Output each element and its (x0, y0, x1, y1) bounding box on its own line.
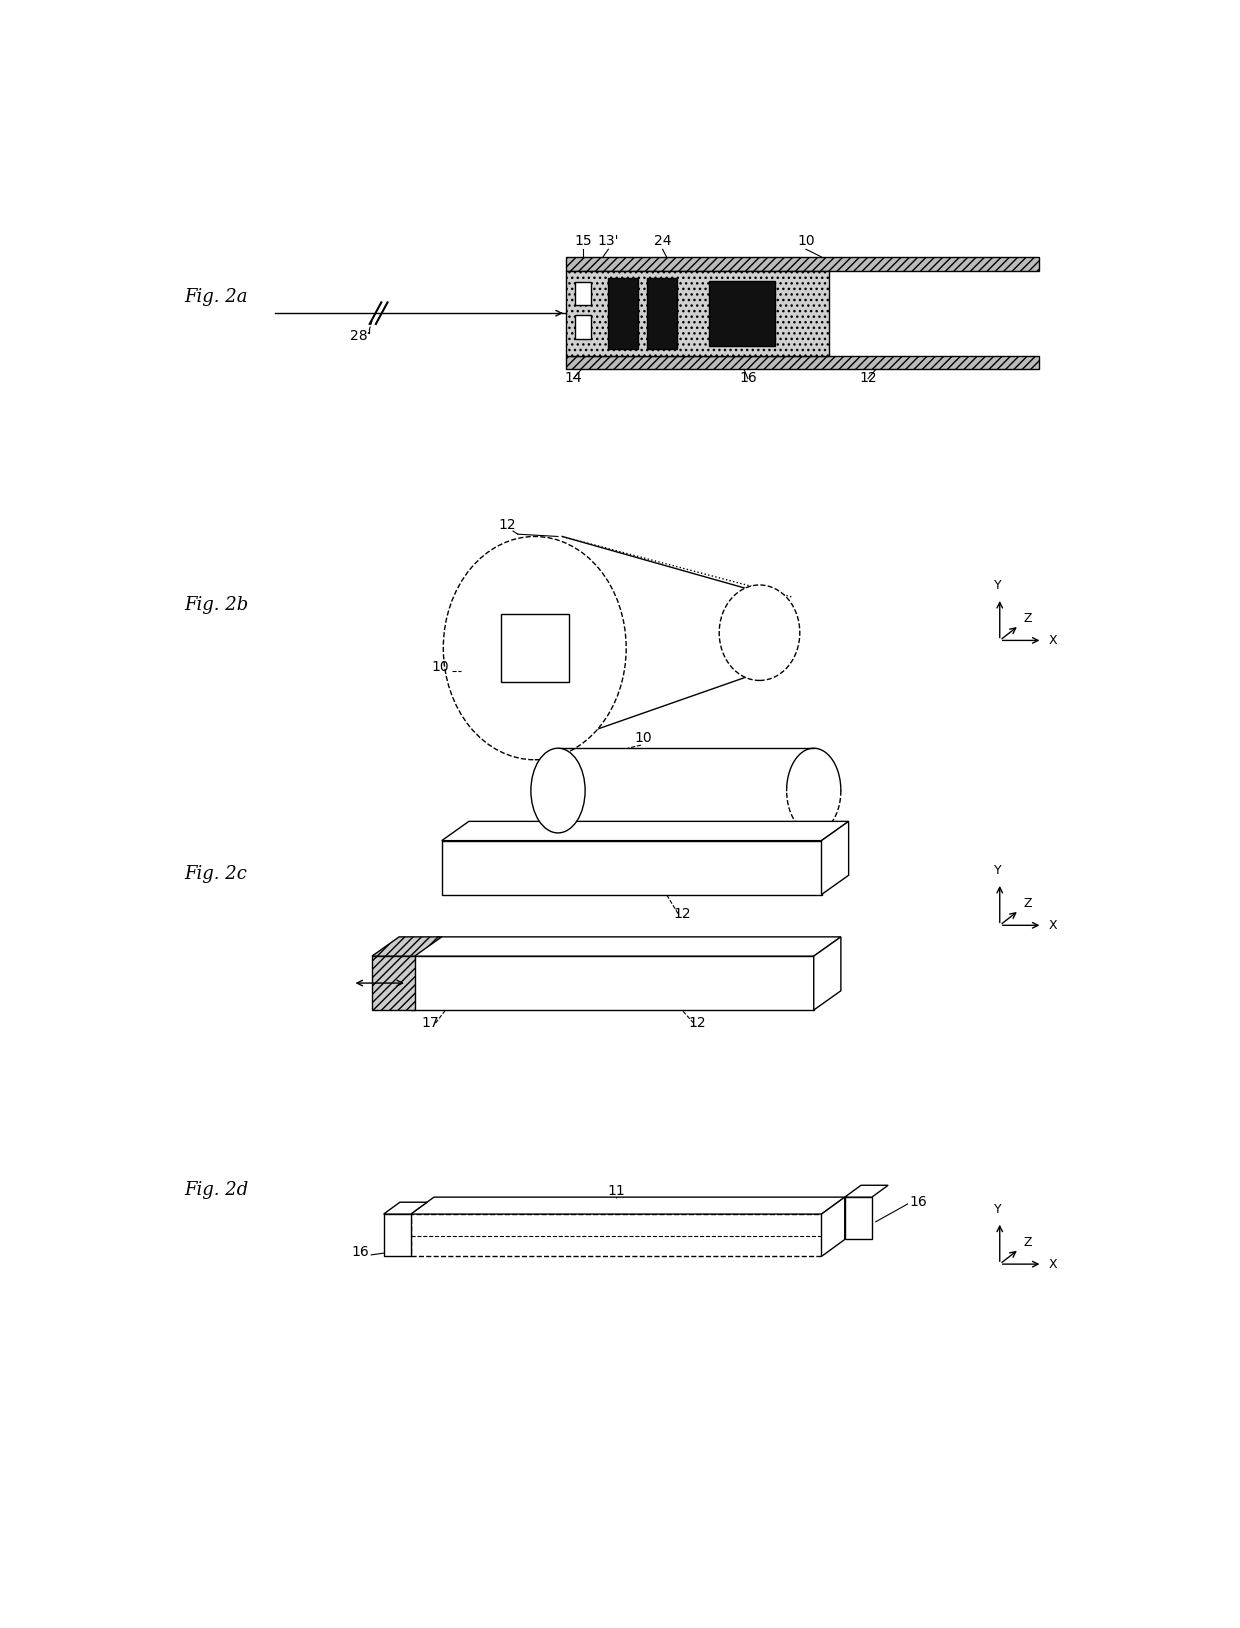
Text: 17: 17 (422, 1016, 439, 1031)
Text: Fig. 2a: Fig. 2a (185, 288, 248, 306)
Polygon shape (410, 936, 841, 956)
Ellipse shape (531, 749, 585, 834)
Text: X: X (1049, 918, 1058, 931)
Text: 16: 16 (739, 371, 756, 386)
Polygon shape (410, 1197, 844, 1214)
Text: 12: 12 (498, 518, 516, 532)
Bar (575, 316, 590, 339)
Bar (372, 956, 414, 1009)
Text: 16: 16 (909, 1195, 926, 1210)
Text: 15: 15 (574, 234, 591, 249)
Polygon shape (821, 1197, 844, 1257)
Bar (383, 1214, 410, 1257)
Text: Fig. 2b: Fig. 2b (185, 596, 249, 614)
Polygon shape (441, 822, 848, 840)
Text: X: X (1049, 633, 1058, 646)
Text: 16: 16 (352, 1245, 370, 1260)
Ellipse shape (444, 537, 626, 760)
Polygon shape (813, 936, 841, 1009)
Polygon shape (372, 936, 441, 956)
Text: 24: 24 (653, 234, 671, 249)
Text: Fig. 2c: Fig. 2c (185, 864, 247, 882)
Bar (565, 270, 830, 355)
Bar (441, 840, 821, 894)
Text: 14: 14 (564, 371, 583, 386)
Bar (575, 282, 590, 306)
Text: Y: Y (994, 1203, 1002, 1216)
Polygon shape (844, 1185, 888, 1197)
Text: 10: 10 (432, 661, 449, 674)
Bar (609, 278, 637, 348)
Bar (565, 355, 1039, 370)
Bar (410, 1214, 821, 1257)
Text: 28': 28' (350, 329, 371, 344)
Text: Y: Y (994, 864, 1002, 877)
Bar (501, 614, 569, 682)
Bar (410, 956, 813, 1009)
Text: Z: Z (1024, 612, 1032, 625)
Text: Z: Z (1024, 1236, 1032, 1249)
Text: X: X (1049, 1257, 1058, 1270)
Polygon shape (821, 822, 848, 894)
Bar (844, 1197, 872, 1239)
Bar (647, 278, 677, 348)
Bar (565, 257, 1039, 270)
Text: 12: 12 (673, 907, 691, 920)
Text: Z: Z (1024, 897, 1032, 910)
Text: 12: 12 (688, 1016, 707, 1031)
Bar (709, 280, 775, 347)
Text: 11: 11 (608, 1184, 625, 1198)
Text: 12: 12 (859, 371, 877, 386)
Text: 13': 13' (598, 234, 619, 249)
Ellipse shape (719, 584, 800, 681)
Text: 10: 10 (797, 234, 815, 249)
Text: 10: 10 (635, 731, 652, 746)
Text: Y: Y (994, 580, 1002, 593)
Text: Fig. 2d: Fig. 2d (185, 1180, 249, 1198)
Polygon shape (383, 1201, 427, 1214)
